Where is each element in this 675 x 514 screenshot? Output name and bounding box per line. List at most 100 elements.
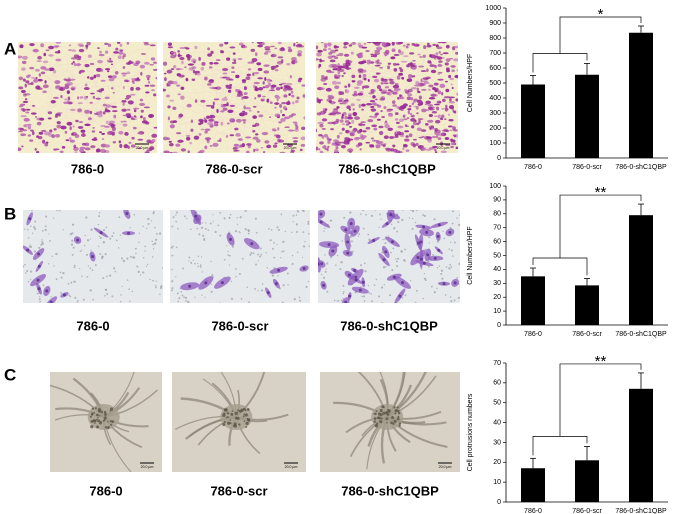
cell — [384, 124, 390, 129]
cell — [144, 61, 150, 65]
cell — [35, 85, 41, 90]
cell — [40, 43, 44, 48]
cell — [257, 77, 264, 80]
cell — [75, 119, 79, 123]
cell — [76, 58, 81, 61]
cell — [433, 82, 439, 86]
cell — [124, 97, 130, 100]
pore — [408, 217, 411, 219]
cell — [111, 110, 118, 113]
fiber — [47, 55, 89, 110]
fiber — [327, 42, 362, 63]
pore — [323, 230, 325, 232]
cell — [435, 44, 439, 48]
cell — [370, 106, 375, 108]
nucleus — [426, 253, 430, 257]
cell — [374, 64, 381, 67]
pore — [240, 298, 242, 300]
pore — [152, 248, 155, 250]
cell — [226, 57, 231, 61]
pore — [138, 232, 141, 235]
fiber — [148, 72, 152, 139]
cell — [243, 86, 247, 91]
cell — [126, 71, 131, 75]
cell — [384, 86, 390, 89]
fiber — [64, 67, 104, 102]
cell — [99, 50, 102, 54]
cell — [291, 94, 295, 98]
fiber — [175, 87, 256, 147]
fiber — [196, 94, 228, 135]
nucleus — [419, 257, 423, 261]
nucleus — [349, 222, 353, 226]
nucleus — [448, 230, 452, 234]
cell — [264, 45, 271, 50]
cell — [254, 71, 260, 75]
pore — [230, 297, 233, 300]
cell — [139, 102, 146, 106]
cell — [91, 130, 96, 133]
cell — [95, 73, 101, 78]
cell — [444, 62, 449, 66]
cell — [440, 150, 447, 153]
cell — [398, 67, 402, 70]
error-bar — [638, 203, 644, 216]
cell — [90, 145, 96, 149]
caption: 786-0-scr — [210, 483, 267, 498]
cell — [335, 146, 339, 150]
pore — [441, 277, 444, 280]
pore — [385, 266, 387, 268]
cell — [179, 56, 185, 61]
cell — [448, 101, 455, 104]
cell — [266, 144, 272, 149]
cell — [83, 87, 90, 91]
pore — [415, 210, 418, 212]
cell — [122, 102, 125, 106]
fiber — [203, 44, 227, 117]
pore — [197, 263, 199, 265]
cell — [27, 134, 31, 137]
cell — [375, 98, 378, 101]
cell — [18, 86, 24, 90]
cell — [326, 147, 329, 152]
cell — [114, 70, 119, 75]
cell — [329, 59, 336, 63]
cell — [319, 150, 324, 153]
pore — [41, 230, 44, 232]
pore — [33, 226, 36, 229]
caption: 786-0 — [89, 483, 122, 498]
cell — [257, 94, 262, 98]
fiber — [219, 91, 228, 152]
cell — [290, 149, 295, 153]
cell — [67, 77, 71, 80]
cell — [93, 136, 97, 139]
cell — [404, 130, 410, 133]
pore — [144, 245, 146, 248]
cell — [431, 110, 437, 114]
pore — [190, 261, 193, 264]
cell — [409, 112, 413, 116]
cell — [407, 109, 410, 114]
pore — [151, 256, 154, 258]
cell — [352, 108, 355, 111]
cell — [377, 59, 380, 63]
pore — [202, 234, 205, 237]
nucleus — [91, 254, 95, 258]
pore — [396, 230, 399, 233]
cell — [288, 114, 294, 118]
cell — [429, 106, 435, 109]
pore — [259, 247, 262, 250]
fiber — [52, 66, 105, 113]
pore — [362, 210, 365, 212]
cell — [337, 99, 343, 103]
cell — [362, 74, 367, 77]
pore — [136, 265, 139, 268]
cell — [122, 66, 126, 69]
cell — [95, 97, 102, 100]
y-tick-label: 700 — [489, 50, 501, 57]
nucleus — [266, 291, 270, 295]
y-tick-label: 40 — [493, 266, 501, 273]
cell — [48, 45, 55, 50]
cell — [392, 104, 397, 107]
cell — [99, 131, 103, 134]
